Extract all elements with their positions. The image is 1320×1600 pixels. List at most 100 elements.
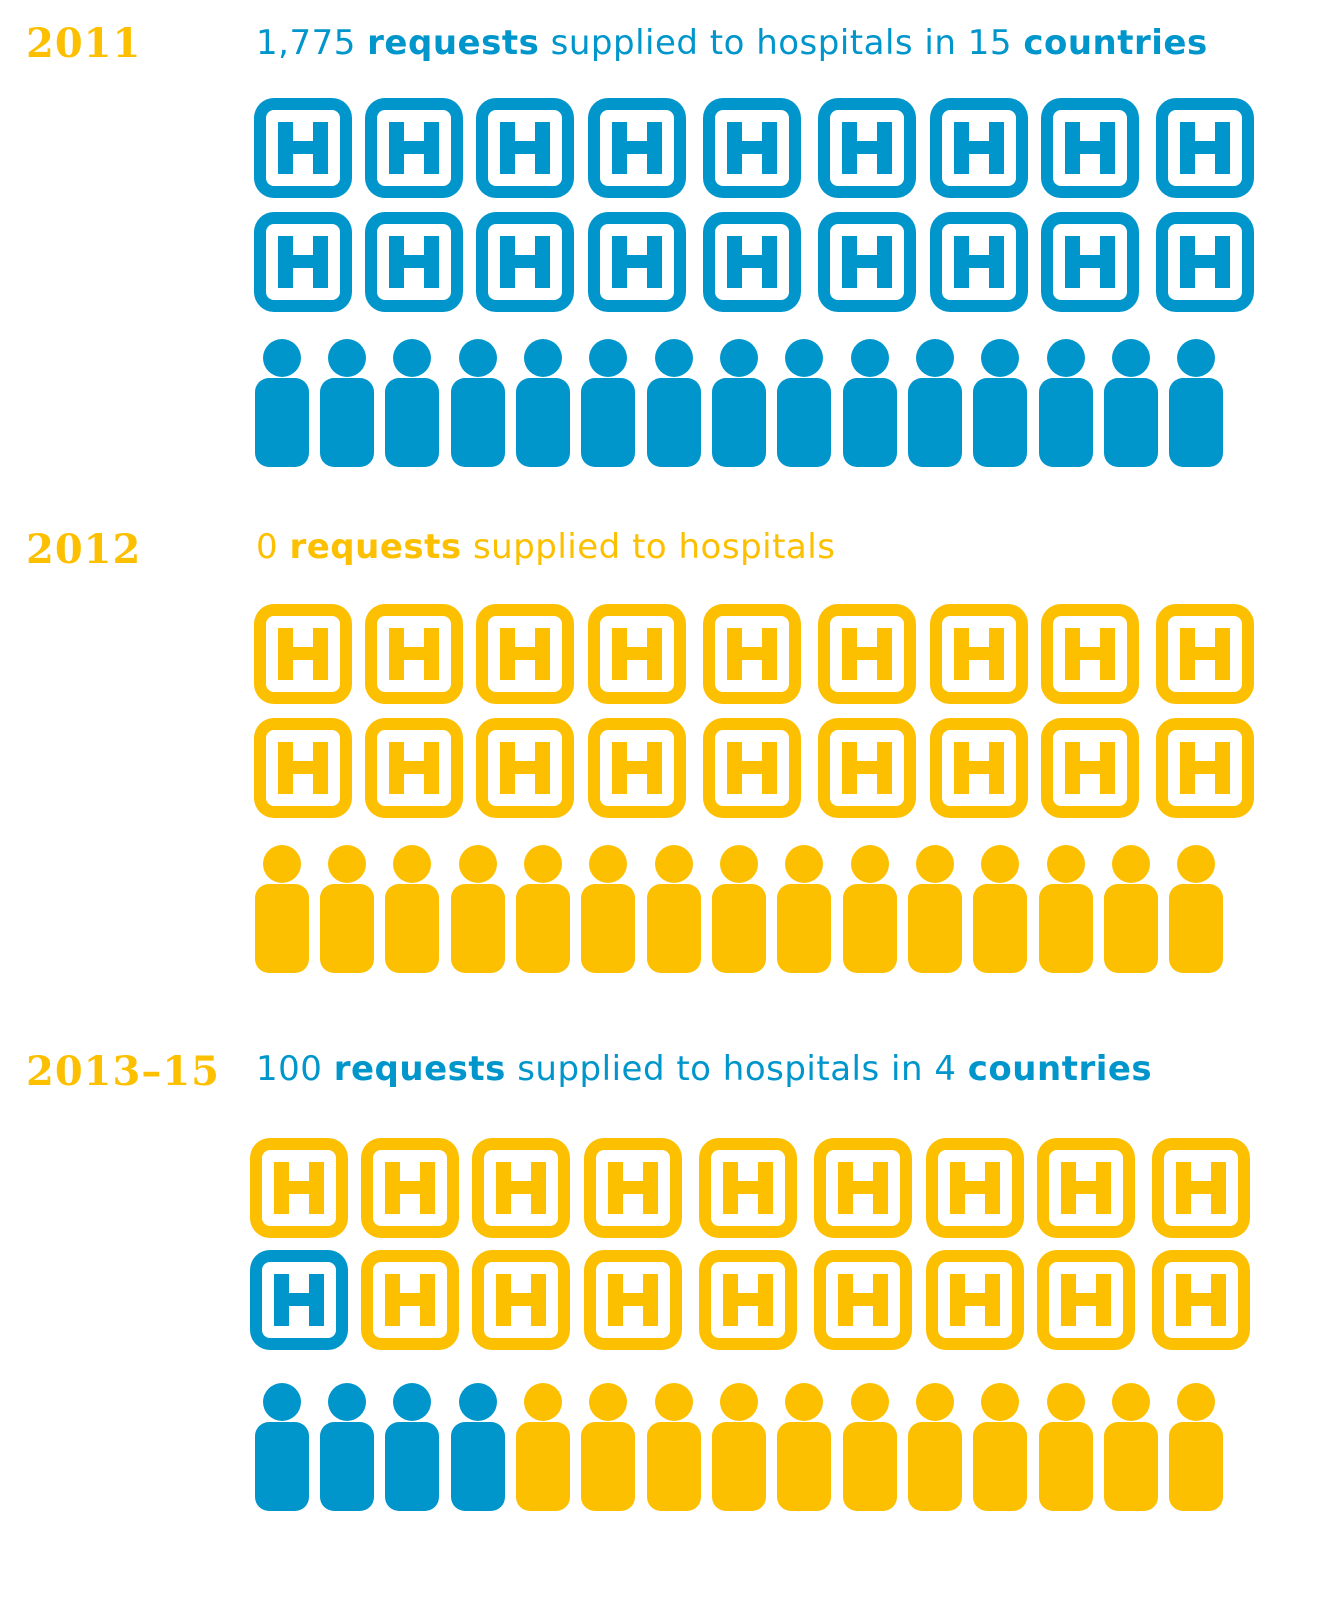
person-icon bbox=[711, 338, 767, 468]
hospital-icon bbox=[584, 1138, 682, 1238]
person-icon bbox=[776, 338, 832, 468]
person-icon bbox=[319, 844, 375, 974]
headline-middle: supplied to hospitals in bbox=[517, 1049, 923, 1089]
hospital-icon bbox=[588, 212, 686, 312]
headline: 1,775 requests supplied to hospitals in … bbox=[256, 26, 1208, 60]
person-icon bbox=[972, 338, 1028, 468]
hospital-icon bbox=[254, 718, 352, 818]
hospital-icon bbox=[1152, 1250, 1250, 1350]
person-icon bbox=[254, 844, 310, 974]
hospital-icon bbox=[930, 98, 1028, 198]
person-icon bbox=[515, 338, 571, 468]
hospital-icon bbox=[930, 718, 1028, 818]
hospital-icon bbox=[814, 1250, 912, 1350]
hospital-icon bbox=[588, 98, 686, 198]
hospital-icon bbox=[703, 604, 801, 704]
hospital-icon bbox=[1156, 212, 1254, 312]
person-icon bbox=[254, 1382, 310, 1512]
hospital-icon bbox=[365, 718, 463, 818]
person-icon bbox=[254, 338, 310, 468]
hospital-icon bbox=[476, 718, 574, 818]
person-icon bbox=[842, 1382, 898, 1512]
hospital-icon bbox=[703, 98, 801, 198]
hospital-icon bbox=[254, 98, 352, 198]
hospital-icon bbox=[250, 1138, 348, 1238]
hospital-icon bbox=[584, 1250, 682, 1350]
hospital-icon bbox=[1152, 1138, 1250, 1238]
person-icon bbox=[515, 1382, 571, 1512]
hospital-icon bbox=[588, 604, 686, 704]
person-icon bbox=[1168, 338, 1224, 468]
person-icon bbox=[450, 1382, 506, 1512]
person-icon bbox=[972, 844, 1028, 974]
headline: 0 requests supplied to hospitals bbox=[256, 530, 835, 564]
hospital-icon bbox=[476, 98, 574, 198]
headline-middle: supplied to hospitals bbox=[472, 527, 836, 567]
hospital-icon bbox=[476, 212, 574, 312]
person-icon bbox=[646, 1382, 702, 1512]
person-icon bbox=[1103, 1382, 1159, 1512]
person-icon bbox=[580, 844, 636, 974]
person-icon bbox=[842, 844, 898, 974]
person-icon bbox=[646, 338, 702, 468]
hospital-icon bbox=[588, 718, 686, 818]
headline: 100 requests supplied to hospitals in 4 … bbox=[256, 1052, 1152, 1086]
request-count: 0 bbox=[256, 527, 279, 567]
hospital-icon bbox=[1041, 98, 1139, 198]
hospital-icon bbox=[814, 1138, 912, 1238]
hospital-icon bbox=[699, 1250, 797, 1350]
hospital-icon bbox=[361, 1250, 459, 1350]
hospital-icon bbox=[818, 718, 916, 818]
person-icon bbox=[580, 338, 636, 468]
headline-bold-requests: requests bbox=[367, 23, 540, 63]
year-label: 2011 bbox=[26, 20, 142, 67]
headline-bold-requests: requests bbox=[333, 1049, 506, 1089]
person-icon bbox=[646, 844, 702, 974]
hospital-icon bbox=[926, 1138, 1024, 1238]
person-icon bbox=[515, 844, 571, 974]
hospital-icon bbox=[818, 604, 916, 704]
hospital-icon bbox=[1037, 1250, 1135, 1350]
request-count: 1,775 bbox=[256, 23, 356, 63]
hospital-icon bbox=[365, 212, 463, 312]
year-label: 2012 bbox=[26, 526, 142, 573]
hospital-icon bbox=[1041, 718, 1139, 818]
person-icon bbox=[580, 1382, 636, 1512]
hospital-icon bbox=[703, 718, 801, 818]
hospital-icon bbox=[254, 212, 352, 312]
request-count: 100 bbox=[256, 1049, 323, 1089]
person-icon bbox=[776, 844, 832, 974]
person-icon bbox=[711, 1382, 767, 1512]
hospital-icon bbox=[472, 1138, 570, 1238]
person-icon bbox=[776, 1382, 832, 1512]
hospital-icon bbox=[472, 1250, 570, 1350]
person-icon bbox=[907, 338, 963, 468]
hospital-icon bbox=[365, 98, 463, 198]
person-icon bbox=[384, 844, 440, 974]
headline-middle: supplied to hospitals in bbox=[550, 23, 957, 63]
hospital-icon bbox=[1041, 604, 1139, 704]
person-icon bbox=[907, 844, 963, 974]
hospital-icon bbox=[361, 1138, 459, 1238]
person-icon bbox=[972, 1382, 1028, 1512]
hospital-icon bbox=[703, 212, 801, 312]
person-icon bbox=[1038, 844, 1094, 974]
hospital-icon bbox=[930, 604, 1028, 704]
person-icon bbox=[319, 1382, 375, 1512]
person-icon bbox=[1103, 338, 1159, 468]
headline-bold-countries: countries bbox=[1023, 23, 1208, 63]
headline-bold-countries: countries bbox=[967, 1049, 1153, 1089]
hospital-icon bbox=[1156, 98, 1254, 198]
country-count: 15 bbox=[967, 23, 1013, 63]
hospital-icon bbox=[1037, 1138, 1135, 1238]
person-icon bbox=[1038, 338, 1094, 468]
hospital-icon bbox=[250, 1250, 348, 1350]
person-icon bbox=[384, 338, 440, 468]
hospital-icon bbox=[818, 212, 916, 312]
hospital-icon bbox=[476, 604, 574, 704]
hospital-icon bbox=[1041, 212, 1139, 312]
hospital-icon bbox=[1156, 718, 1254, 818]
hospital-icon bbox=[254, 604, 352, 704]
person-icon bbox=[1168, 1382, 1224, 1512]
person-icon bbox=[1038, 1382, 1094, 1512]
